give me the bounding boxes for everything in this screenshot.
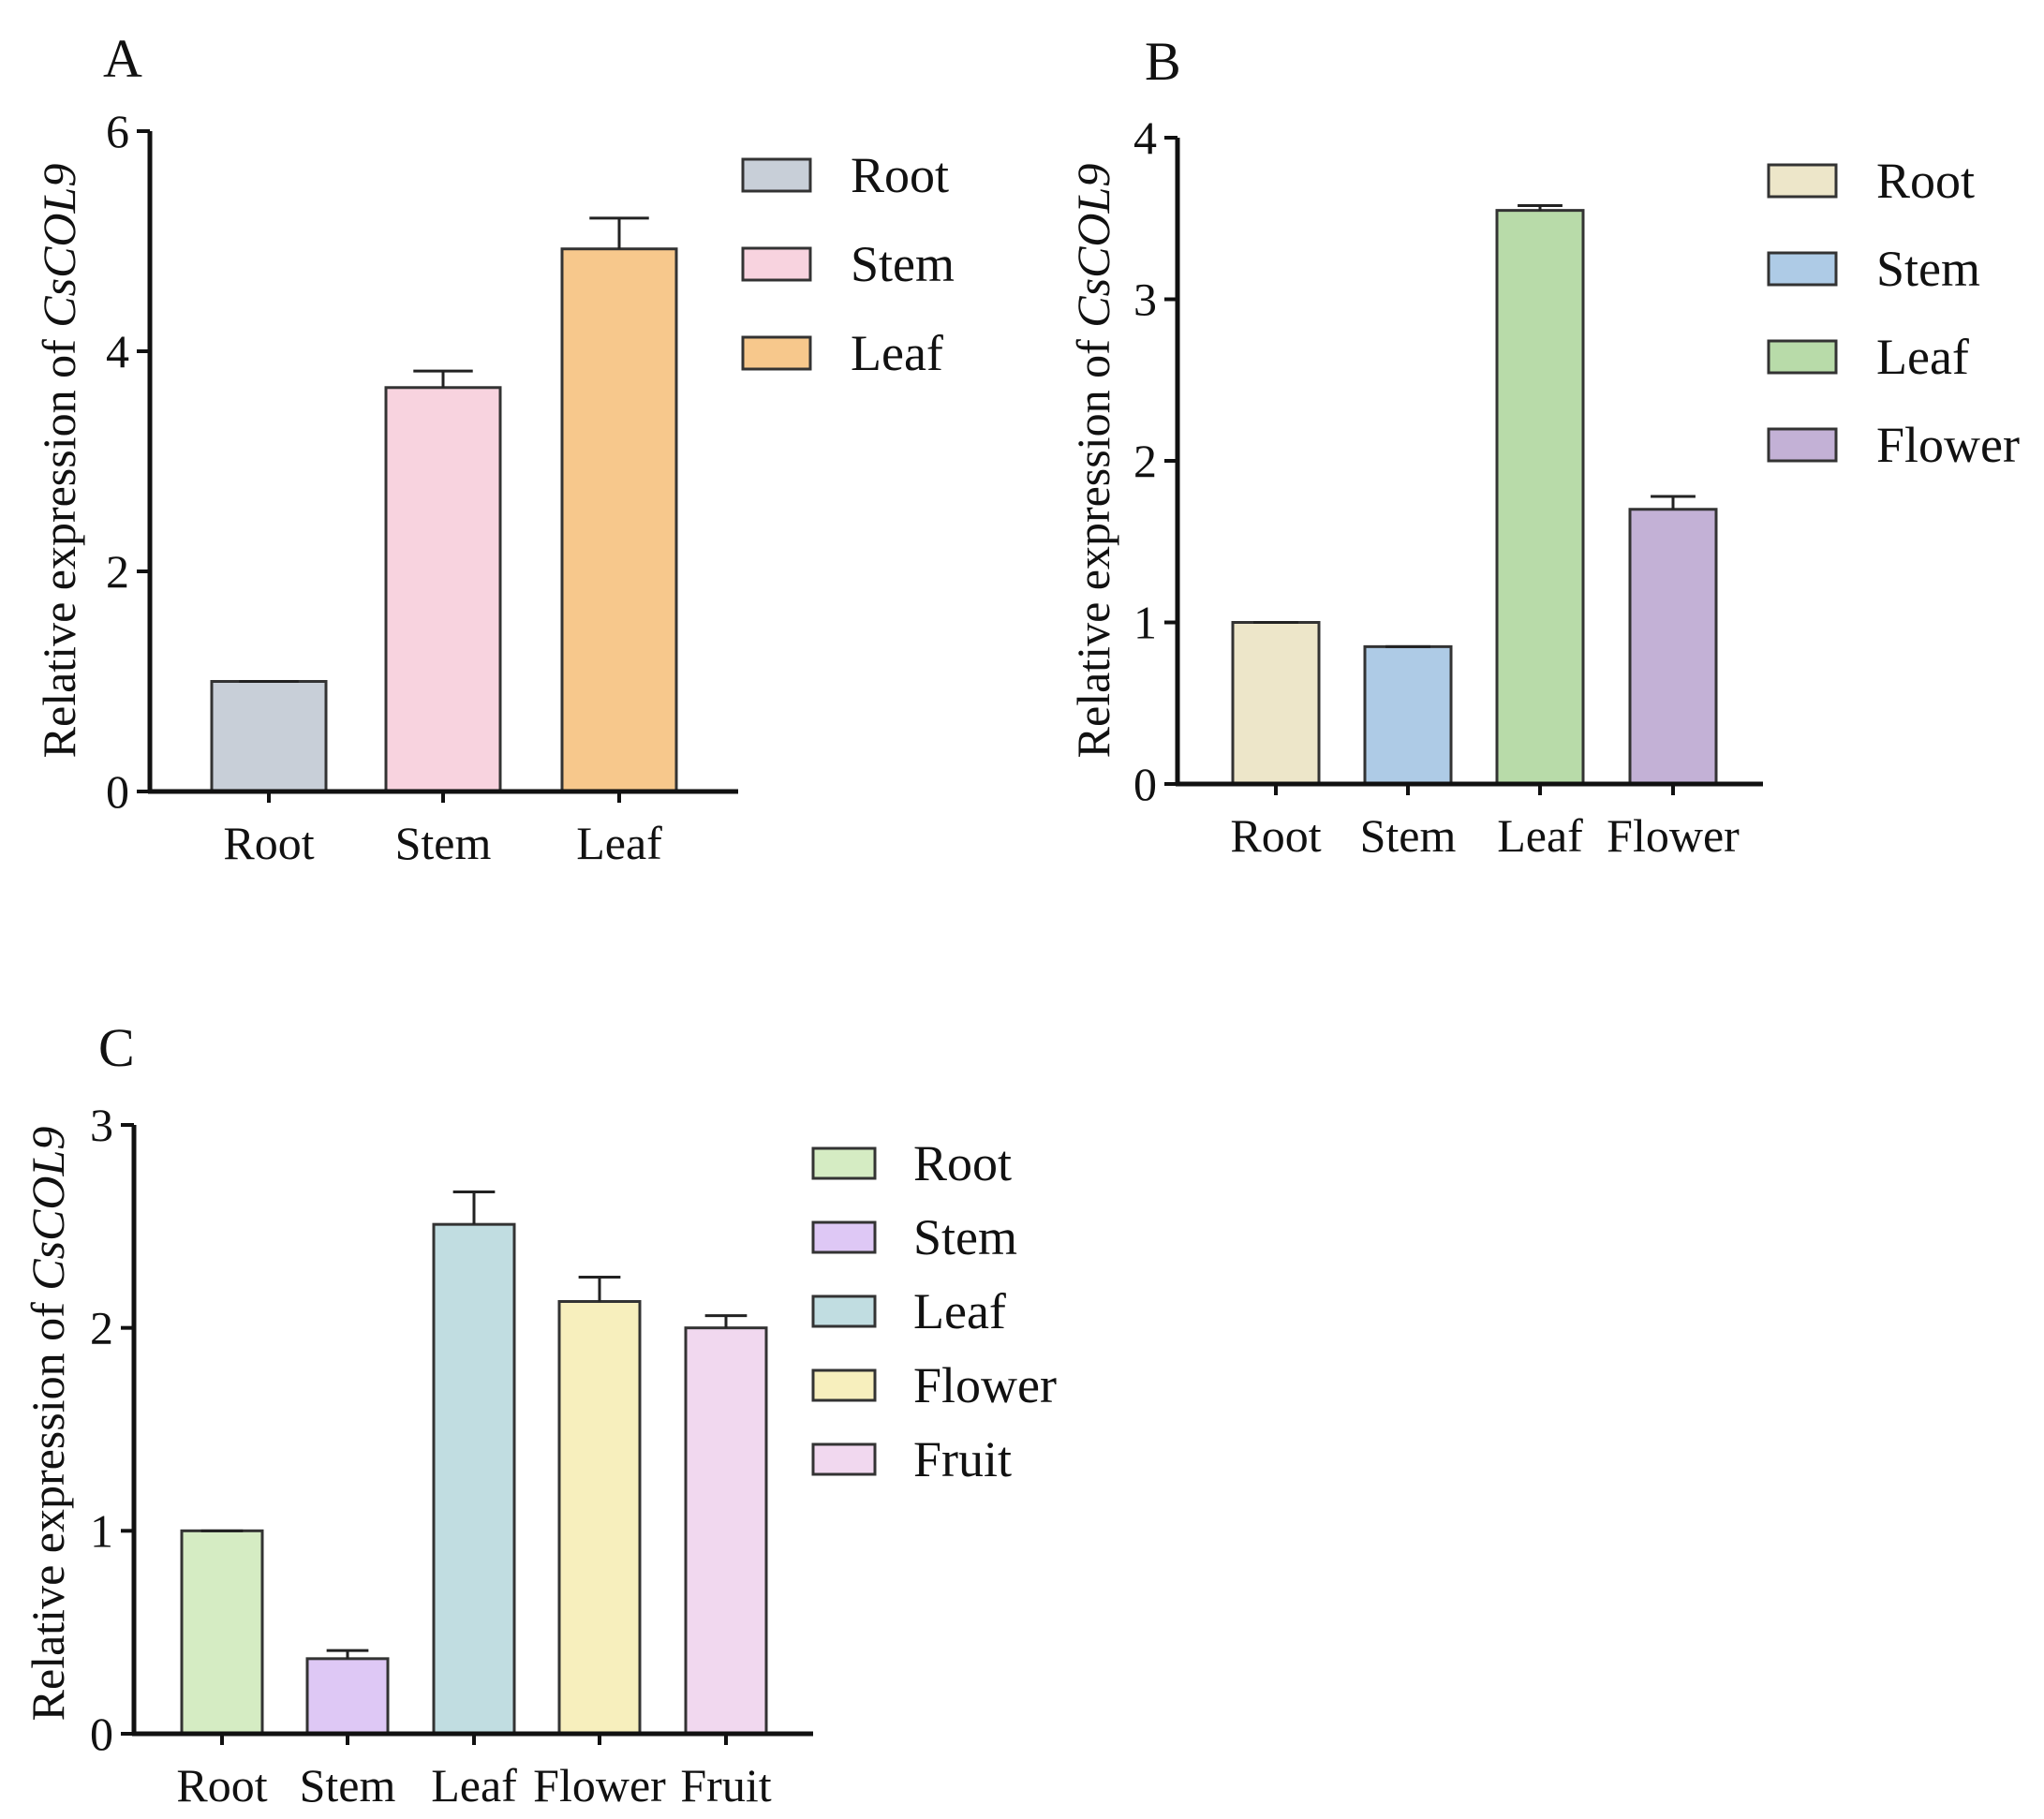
legend-label-root: Root — [1876, 153, 1975, 209]
bar-fruit — [684, 1326, 768, 1736]
panel-label: C — [98, 1017, 135, 1078]
bar-stem — [1363, 644, 1453, 786]
y-axis-title-prefix: Relative expression of — [33, 328, 85, 759]
bar-flower — [557, 1300, 642, 1736]
legend-swatch-leaf — [811, 1294, 877, 1328]
y-axis-title-gene: CsCOL9 — [33, 164, 85, 328]
y-tick-label: 2 — [1133, 435, 1157, 487]
legend-label-leaf: Leaf — [1876, 329, 1969, 385]
legend-swatch-stem — [741, 246, 812, 282]
y-tick-label: 3 — [1133, 274, 1157, 326]
x-tick-label: Fruit — [680, 1759, 771, 1812]
panel-b: B Root Stem Leaf Flower 0 1 2 3 4 Relative express… — [1067, 31, 2020, 862]
legend-label-root: Root — [851, 147, 949, 203]
y-tick-label: 4 — [1133, 111, 1157, 164]
legend-swatch-leaf — [741, 335, 812, 371]
y-tick-label: 6 — [106, 105, 129, 157]
bar-leaf — [560, 247, 678, 793]
y-axis-title: Relative expression of CsCOL9 — [33, 164, 85, 759]
legend-swatch-stem — [1767, 251, 1838, 287]
bar-root — [1231, 621, 1321, 786]
y-axis-title-prefix: Relative expression of — [1067, 328, 1119, 759]
legend-swatch-root — [811, 1146, 877, 1180]
legend-swatch-fruit — [811, 1442, 877, 1476]
x-tick-label: Flower — [1607, 809, 1740, 862]
y-tick-label: 4 — [106, 325, 129, 377]
legend: Root Stem Leaf — [741, 147, 955, 381]
y-tick-label: 3 — [90, 1099, 113, 1151]
y-tick-label: 0 — [106, 765, 129, 818]
legend-swatch-flower — [1767, 427, 1838, 463]
legend-label-stem: Stem — [1876, 241, 1980, 297]
y-axis-title: Relative expression of CsCOL9 — [22, 1127, 74, 1722]
legend-label-stem: Stem — [851, 236, 955, 292]
y-tick-label: 2 — [106, 545, 129, 598]
legend-label-leaf: Leaf — [851, 325, 943, 381]
bar-flower — [1628, 508, 1718, 786]
y-axis-title: Relative expression of CsCOL9 — [1067, 164, 1119, 759]
bar-root — [210, 680, 328, 793]
legend-swatch-root — [1767, 163, 1838, 199]
legend: Root Stem Leaf Flower Fruit — [811, 1135, 1057, 1487]
legend-label-flower: Flower — [1876, 417, 2020, 473]
legend-label-root: Root — [913, 1135, 1012, 1191]
panel-label: B — [1145, 31, 1181, 92]
y-tick-label: 0 — [90, 1708, 113, 1760]
panel-c: C Root Stem Leaf Flower Fruit 0 1 2 3 Relative exp… — [22, 1017, 1057, 1812]
legend-label-fruit: Fruit — [913, 1431, 1012, 1487]
x-tick-label: Leaf — [431, 1759, 517, 1812]
legend-swatch-leaf — [1767, 339, 1838, 375]
bar-stem — [384, 386, 502, 793]
x-tick-label: Root — [176, 1759, 267, 1812]
legend: Root Stem Leaf Flower — [1767, 153, 2020, 473]
y-tick-label: 1 — [90, 1504, 113, 1557]
bar-leaf — [432, 1222, 516, 1736]
x-tick-label: Root — [223, 817, 314, 869]
legend-swatch-stem — [811, 1220, 877, 1254]
panel-label: A — [103, 28, 142, 89]
y-axis-title-gene: CsCOL9 — [1067, 164, 1119, 328]
y-tick-label: 0 — [1133, 758, 1157, 810]
legend-label-flower: Flower — [913, 1357, 1057, 1413]
x-tick-label: Leaf — [576, 817, 662, 869]
x-tick-label: Stem — [300, 1759, 396, 1812]
legend-label-leaf: Leaf — [913, 1283, 1006, 1339]
y-tick-label: 2 — [90, 1302, 113, 1354]
x-tick-label: Leaf — [1497, 809, 1583, 862]
x-tick-label: Stem — [1360, 809, 1457, 862]
legend-label-stem: Stem — [913, 1209, 1017, 1265]
bar-leaf — [1495, 209, 1585, 786]
x-tick-label: Flower — [533, 1759, 666, 1812]
legend-swatch-root — [741, 157, 812, 193]
x-tick-label: Root — [1230, 809, 1321, 862]
x-tick-label: Stem — [395, 817, 492, 869]
legend-swatch-flower — [811, 1368, 877, 1402]
y-axis-title-prefix: Relative expression of — [22, 1291, 74, 1722]
bar-root — [180, 1529, 264, 1736]
y-axis-title-gene: CsCOL9 — [22, 1127, 74, 1291]
y-tick-label: 1 — [1133, 597, 1157, 649]
bar-stem — [305, 1657, 390, 1736]
panel-a: A Root Stem Leaf 0 2 4 6 Relative expression of … — [33, 28, 955, 869]
